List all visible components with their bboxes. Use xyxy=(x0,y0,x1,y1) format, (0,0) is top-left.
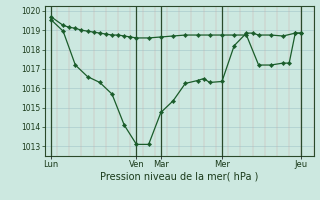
X-axis label: Pression niveau de la mer( hPa ): Pression niveau de la mer( hPa ) xyxy=(100,172,258,182)
